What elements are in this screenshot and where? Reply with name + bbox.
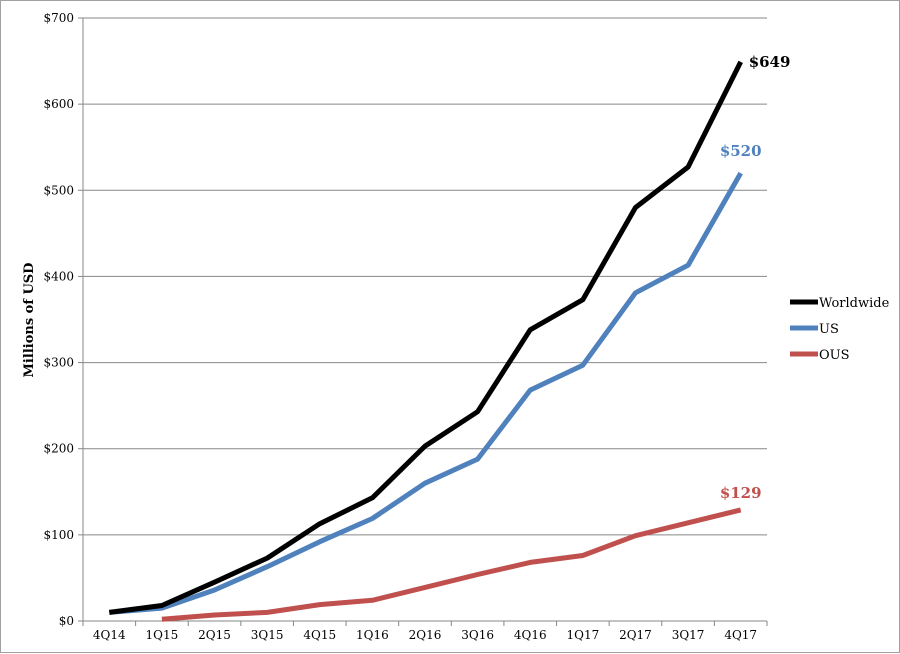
y-tick-label: $300: [43, 356, 74, 370]
series-line-ous: [161, 507, 742, 622]
series-lines: [108, 60, 743, 622]
y-tick-label: $400: [43, 269, 74, 283]
y-tick-label: $700: [43, 11, 74, 25]
x-tick-label: 2Q16: [409, 628, 442, 642]
y-tick-label: $600: [43, 97, 74, 111]
x-tick-label: 2Q17: [619, 628, 652, 642]
x-tick-label: 4Q15: [303, 628, 336, 642]
y-tick-label: $500: [43, 183, 74, 197]
legend-label-worldwide: Worldwide: [819, 296, 890, 311]
end-label-us: $520: [720, 142, 762, 160]
end-labels: $649 $520 $129: [720, 53, 791, 502]
x-tick-label: 1Q16: [356, 628, 389, 642]
x-tick-label: 4Q14: [93, 628, 126, 642]
series-line-worldwide: [108, 60, 743, 615]
x-tick-label: 1Q15: [146, 628, 179, 642]
y-axis-label: Millions of USD: [22, 263, 37, 378]
x-axis-ticks: 4Q14 1Q15 2Q15 3Q15 4Q15 1Q16 2Q16 3Q16 4Q16 1Q17…: [82, 621, 768, 642]
legend-label-us: US: [819, 322, 839, 337]
end-label-worldwide: $649: [749, 53, 791, 71]
legend-label-ous: OUS: [819, 348, 850, 363]
legend: Worldwide US OUS: [790, 296, 890, 363]
series-line-us: [109, 171, 743, 615]
end-label-ous: $129: [720, 484, 762, 502]
x-tick-label: 3Q16: [461, 628, 494, 642]
x-tick-label: 4Q16: [514, 628, 547, 642]
x-tick-label: 4Q17: [724, 628, 757, 642]
x-tick-label: 3Q15: [251, 628, 284, 642]
x-tick-label: 3Q17: [672, 628, 705, 642]
gridlines: [83, 17, 767, 536]
x-tick-label: 1Q17: [566, 628, 599, 642]
y-tick-label: $100: [43, 528, 74, 542]
axes: [82, 18, 767, 622]
y-axis-ticks: $0 $100 $200 $300 $400 $500 $600 $700: [43, 11, 83, 628]
y-tick-label: $200: [43, 442, 74, 456]
x-tick-label: 2Q15: [198, 628, 231, 642]
y-tick-label: $0: [59, 614, 74, 628]
